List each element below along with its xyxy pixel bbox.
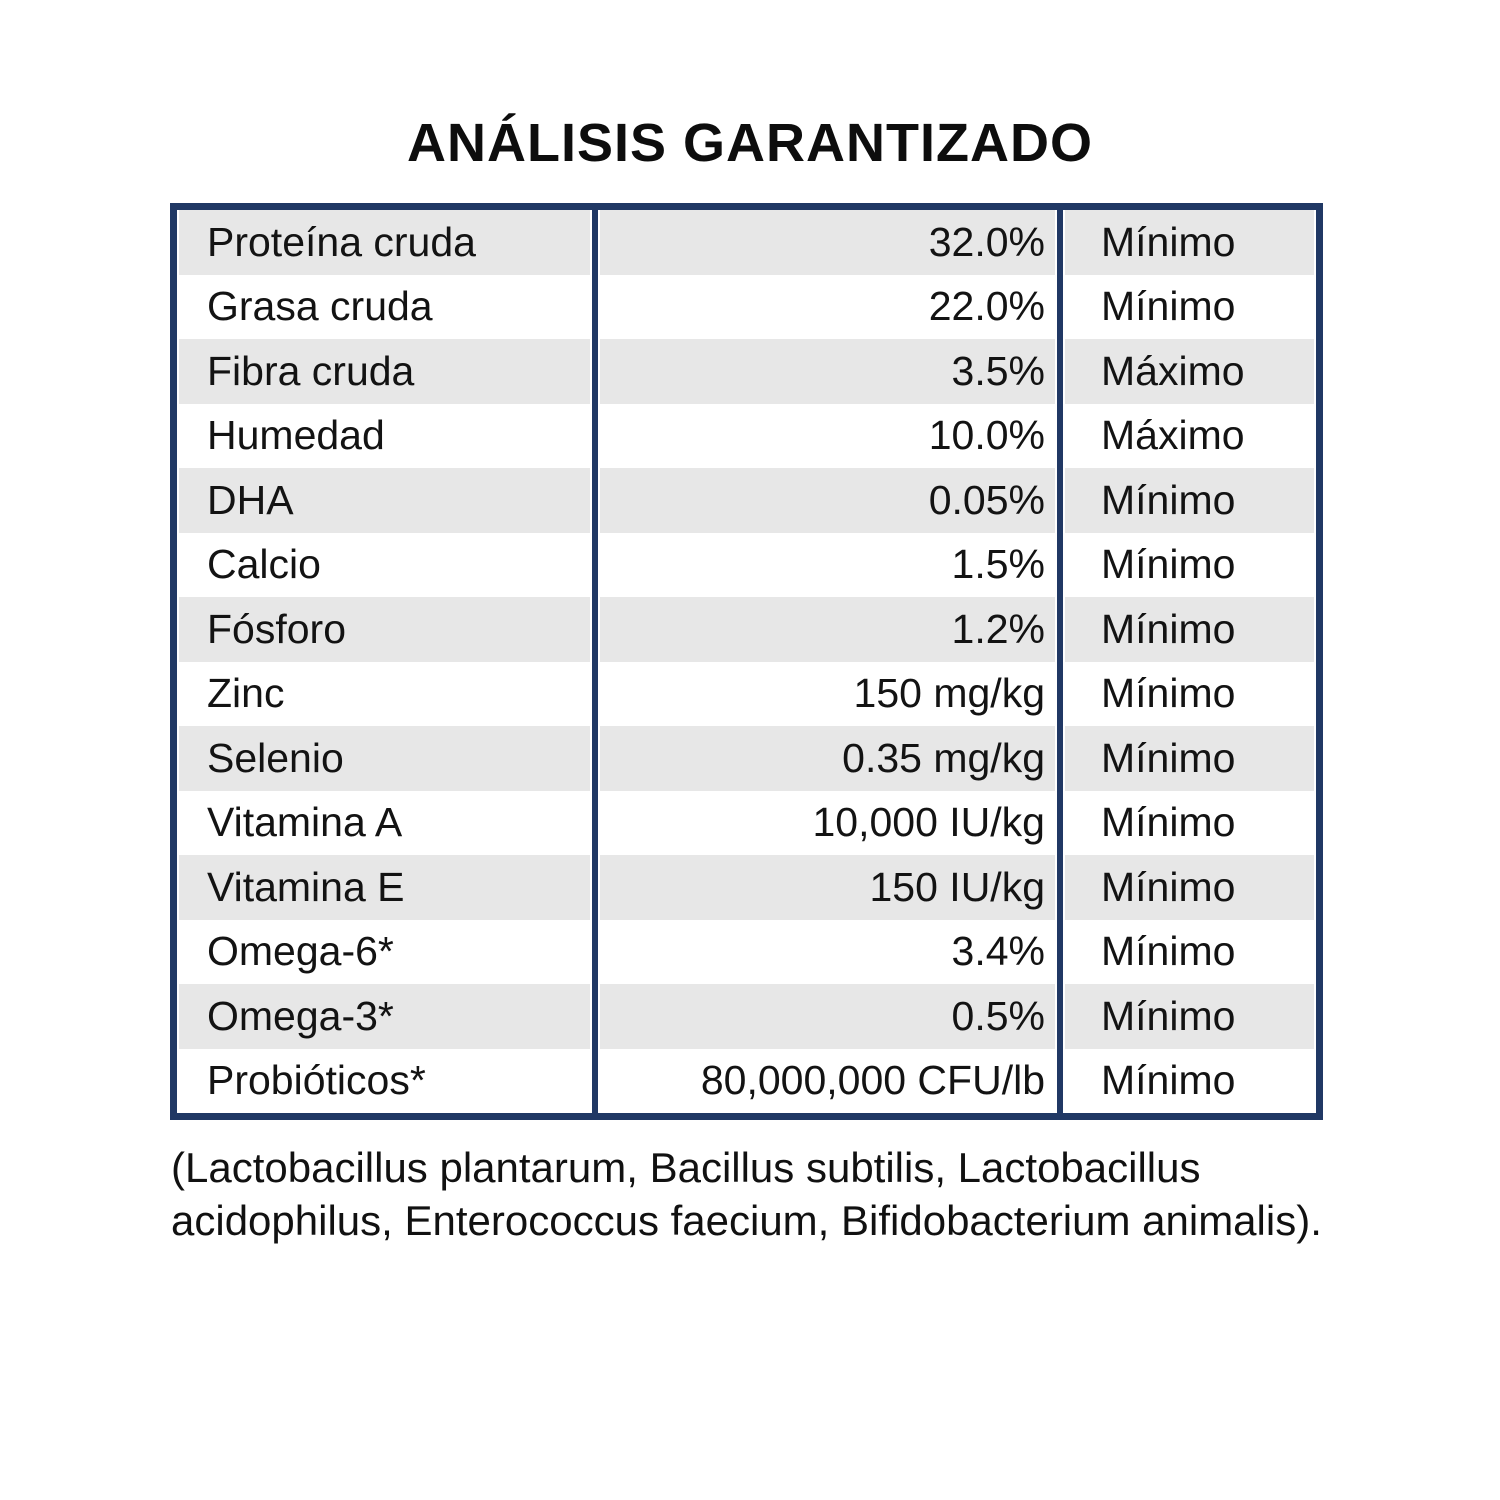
- nutrient-qualifier: Máximo: [1063, 403, 1316, 468]
- nutrient-name: Omega-3*: [177, 984, 592, 1049]
- table-row: Humedad 10.0% Máximo: [177, 403, 1316, 468]
- column-divider: [1057, 210, 1063, 275]
- column-divider: [1057, 661, 1063, 726]
- column-divider: [592, 339, 598, 404]
- column-divider: [1057, 726, 1063, 791]
- table-row: DHA 0.05% Mínimo: [177, 468, 1316, 533]
- probiotics-footnote: (Lactobacillus plantarum, Bacillus subti…: [171, 1144, 1322, 1244]
- nutrient-value: 0.05%: [598, 468, 1057, 533]
- nutrient-value: 10.0%: [598, 403, 1057, 468]
- nutrient-qualifier: Mínimo: [1063, 919, 1316, 984]
- table-row: Grasa cruda 22.0% Mínimo: [177, 274, 1316, 339]
- table-row: Fibra cruda 3.5% Máximo: [177, 339, 1316, 404]
- nutrient-value: 1.5%: [598, 532, 1057, 597]
- nutrient-value: 150 IU/kg: [598, 855, 1057, 920]
- nutrient-name: Fósforo: [177, 597, 592, 662]
- nutrient-value: 32.0%: [598, 210, 1057, 275]
- nutrient-value: 150 mg/kg: [598, 661, 1057, 726]
- column-divider: [1057, 532, 1063, 597]
- nutrient-name: Probióticos*: [177, 1048, 592, 1113]
- column-divider: [592, 403, 598, 468]
- nutrient-name: Vitamina A: [177, 790, 592, 855]
- page-title: ANÁLISIS GARANTIZADO: [407, 113, 1093, 173]
- table-row: Selenio 0.35 mg/kg Mínimo: [177, 726, 1316, 791]
- column-divider: [592, 919, 598, 984]
- table-row: Proteína cruda 32.0% Mínimo: [177, 210, 1316, 275]
- table-row: Omega-6* 3.4% Mínimo: [177, 919, 1316, 984]
- nutrient-value: 10,000 IU/kg: [598, 790, 1057, 855]
- column-divider: [592, 468, 598, 533]
- table-row: Omega-3* 0.5% Mínimo: [177, 984, 1316, 1049]
- column-divider: [592, 210, 598, 275]
- column-divider: [1057, 984, 1063, 1049]
- nutrient-qualifier: Mínimo: [1063, 210, 1316, 275]
- nutrient-name: Zinc: [177, 661, 592, 726]
- column-divider: [1057, 790, 1063, 855]
- nutrient-value: 3.4%: [598, 919, 1057, 984]
- column-divider: [592, 1048, 598, 1113]
- column-divider: [592, 726, 598, 791]
- nutrient-qualifier: Mínimo: [1063, 661, 1316, 726]
- nutrient-name: Vitamina E: [177, 855, 592, 920]
- nutrient-qualifier: Mínimo: [1063, 532, 1316, 597]
- nutrient-name: Fibra cruda: [177, 339, 592, 404]
- column-divider: [1057, 468, 1063, 533]
- column-divider: [1057, 274, 1063, 339]
- nutrient-name: Proteína cruda: [177, 210, 592, 275]
- nutrient-value: 0.5%: [598, 984, 1057, 1049]
- column-divider: [1057, 403, 1063, 468]
- nutrient-value: 0.35 mg/kg: [598, 726, 1057, 791]
- column-divider: [1057, 1048, 1063, 1113]
- nutrient-name: Selenio: [177, 726, 592, 791]
- column-divider: [1057, 339, 1063, 404]
- column-divider: [1057, 597, 1063, 662]
- nutrient-qualifier: Mínimo: [1063, 597, 1316, 662]
- nutrient-name: Grasa cruda: [177, 274, 592, 339]
- nutrient-name: DHA: [177, 468, 592, 533]
- column-divider: [592, 532, 598, 597]
- column-divider: [1057, 855, 1063, 920]
- nutrient-value: 22.0%: [598, 274, 1057, 339]
- nutrient-qualifier: Mínimo: [1063, 790, 1316, 855]
- table-row: Fósforo 1.2% Mínimo: [177, 597, 1316, 662]
- nutrient-value: 1.2%: [598, 597, 1057, 662]
- nutrient-name: Omega-6*: [177, 919, 592, 984]
- nutrient-qualifier: Mínimo: [1063, 274, 1316, 339]
- nutrient-qualifier: Mínimo: [1063, 726, 1316, 791]
- nutrient-qualifier: Mínimo: [1063, 855, 1316, 920]
- nutrient-name: Humedad: [177, 403, 592, 468]
- nutrient-name: Calcio: [177, 532, 592, 597]
- column-divider: [592, 661, 598, 726]
- guaranteed-analysis-table: Proteína cruda 32.0% Mínimo Grasa cruda …: [170, 203, 1323, 1120]
- table-row: Zinc 150 mg/kg Mínimo: [177, 661, 1316, 726]
- nutrient-qualifier: Mínimo: [1063, 984, 1316, 1049]
- table-row: Vitamina E 150 IU/kg Mínimo: [177, 855, 1316, 920]
- column-divider: [592, 274, 598, 339]
- column-divider: [592, 984, 598, 1049]
- nutrient-qualifier: Mínimo: [1063, 1048, 1316, 1113]
- column-divider: [592, 855, 598, 920]
- column-divider: [592, 790, 598, 855]
- column-divider: [1057, 919, 1063, 984]
- column-divider: [592, 597, 598, 662]
- table-row: Calcio 1.5% Mínimo: [177, 532, 1316, 597]
- nutrient-qualifier: Mínimo: [1063, 468, 1316, 533]
- nutrient-value: 3.5%: [598, 339, 1057, 404]
- table-row: Probióticos* 80,000,000 CFU/lb Mínimo: [177, 1048, 1316, 1113]
- nutrient-value: 80,000,000 CFU/lb: [598, 1048, 1057, 1113]
- table-row: Vitamina A 10,000 IU/kg Mínimo: [177, 790, 1316, 855]
- nutrient-qualifier: Máximo: [1063, 339, 1316, 404]
